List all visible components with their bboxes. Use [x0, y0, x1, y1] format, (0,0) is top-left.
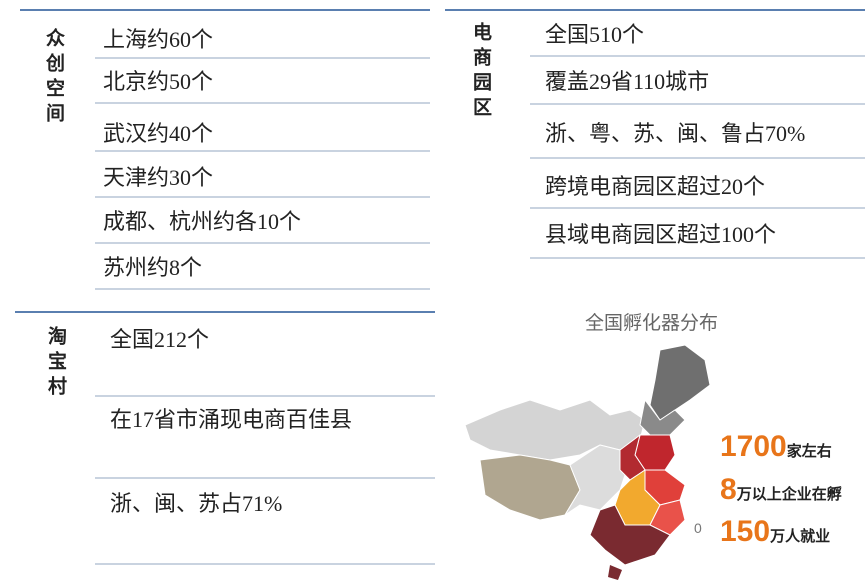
- separator: [95, 563, 435, 565]
- map: [464, 344, 711, 580]
- region: [649, 499, 686, 536]
- list-item: 覆盖29省110城市: [545, 69, 710, 94]
- separator: [95, 242, 430, 244]
- separator: [95, 102, 430, 104]
- list-item: 上海约60个: [103, 27, 214, 52]
- panel-top-line: [445, 9, 865, 11]
- separator: [530, 257, 865, 259]
- panel-label: 电商园区: [470, 22, 491, 122]
- panel-top-line: [15, 311, 435, 313]
- stat-number: 1700: [720, 430, 787, 463]
- list-item: 天津约30个: [103, 165, 214, 190]
- separator: [95, 57, 430, 59]
- list-item: 北京约50个: [103, 69, 214, 94]
- list-item: 全国212个: [110, 327, 210, 352]
- panel-top-line: [20, 9, 430, 11]
- separator: [95, 477, 435, 479]
- list-item: 县域电商园区超过100个: [545, 222, 777, 247]
- separator: [530, 207, 865, 209]
- separator: [95, 395, 435, 397]
- list-item: 全国510个: [545, 22, 645, 47]
- stat: 150万人就业: [720, 515, 830, 549]
- list-item: 浙、粤、苏、闽、鲁占70%: [545, 121, 806, 146]
- map-title: 全国孵化器分布: [585, 313, 719, 334]
- list-item: 跨境电商园区超过20个: [545, 174, 766, 199]
- separator: [95, 196, 430, 198]
- region: [479, 454, 581, 521]
- list-item: 浙、闽、苏占71%: [110, 491, 283, 516]
- stat-text: 家左右: [786, 443, 832, 460]
- list-item: 成都、杭州约各10个: [103, 209, 302, 234]
- stat-number: 150: [720, 515, 771, 548]
- region: [649, 344, 711, 421]
- panel-label: 众创空间: [43, 28, 64, 128]
- stat-text: 万人就业: [770, 528, 831, 545]
- region: [608, 565, 622, 580]
- list-item: 苏州约8个: [103, 255, 203, 280]
- stat: 8万以上企业在孵: [720, 473, 842, 507]
- separator: [530, 103, 865, 105]
- stat-number: 8: [720, 473, 737, 506]
- map-note: 0: [694, 520, 702, 536]
- region: [639, 398, 686, 436]
- separator: [95, 288, 430, 290]
- list-item: 武汉约40个: [103, 121, 214, 146]
- separator: [530, 157, 865, 159]
- region: [564, 444, 631, 516]
- panel-label: 淘宝村: [45, 326, 66, 401]
- stat: 1700家左右: [720, 430, 832, 464]
- separator: [95, 150, 430, 152]
- separator: [530, 55, 865, 57]
- stat-text: 万以上企业在孵: [736, 486, 842, 503]
- list-item: 在17省市涌现电商百佳县: [110, 407, 353, 432]
- region: [589, 504, 671, 566]
